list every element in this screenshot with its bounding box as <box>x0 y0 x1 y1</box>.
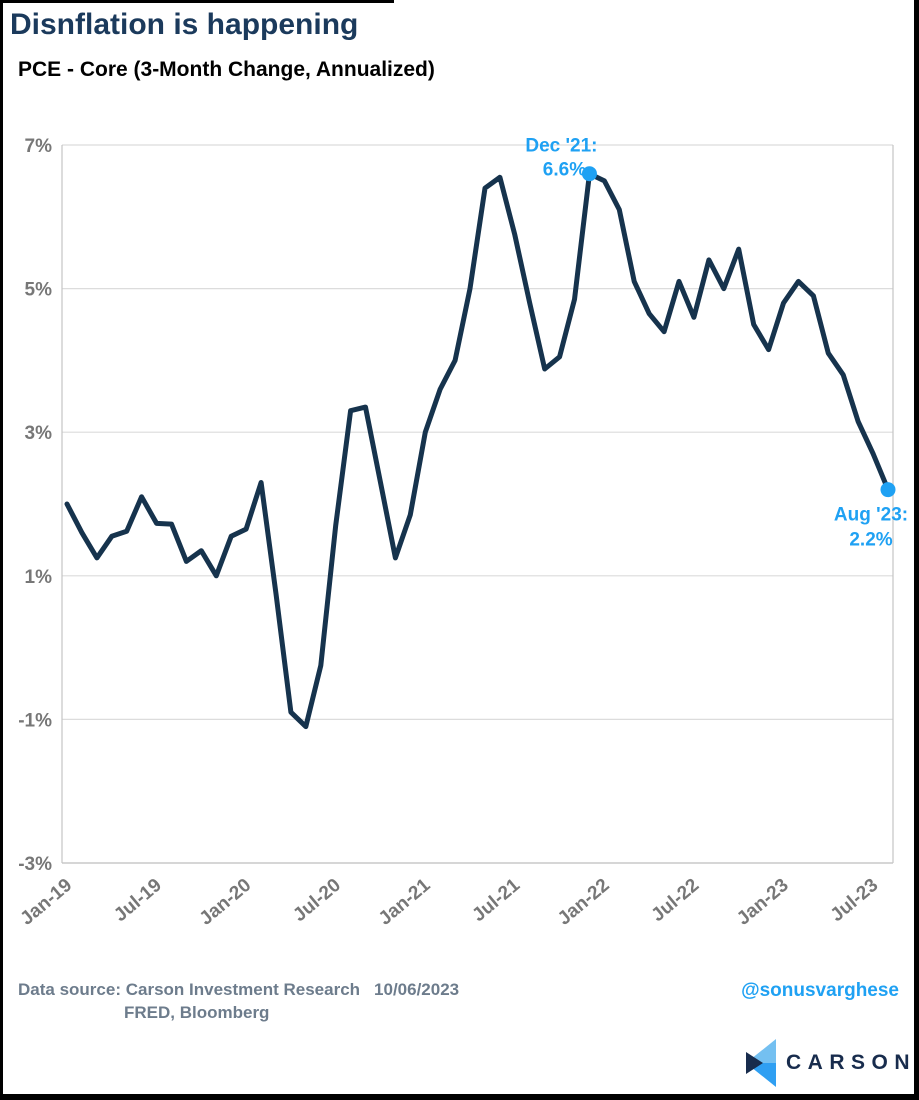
x-tick-label: Jul-21 <box>468 874 524 926</box>
carson-wordmark: CARSON <box>786 1051 917 1074</box>
y-tick-label: 5% <box>25 280 53 301</box>
frame-border-top <box>0 0 394 3</box>
x-tick-label: Jul-20 <box>289 875 345 926</box>
carson-logo-mark <box>746 1039 776 1087</box>
annotation-dot <box>880 482 896 498</box>
annotation-label: Dec '21: <box>525 136 597 157</box>
x-tick-label: Jan-21 <box>375 874 435 929</box>
chart-subtitle: PCE - Core (3-Month Change, Annualized) <box>18 58 435 81</box>
x-tick-label: Jul-22 <box>648 875 704 926</box>
x-tick-label: Jul-23 <box>827 875 883 926</box>
x-tick-label: Jan-19 <box>17 875 77 930</box>
annotation-value: 2.2% <box>849 530 892 551</box>
x-tick-label: Jan-20 <box>196 875 256 930</box>
y-axis-labels: 7% 5% 3% 1% -1% -3% <box>18 136 52 875</box>
annotation-label: Aug '23: <box>834 505 908 526</box>
annotation-dot <box>581 166 597 182</box>
annotation-dec21: Dec '21: 6.6% <box>525 136 598 182</box>
y-tick-label: 7% <box>25 136 53 157</box>
frame-border-bottom <box>0 1094 919 1100</box>
frame-border-right <box>914 0 919 1100</box>
data-source-label: Data source: <box>18 980 121 999</box>
x-tick-label: Jan-23 <box>733 875 793 930</box>
page-title: Disnflation is happening <box>10 8 359 41</box>
data-source-value: Carson Investment Research <box>125 980 361 999</box>
x-tick-label: Jan-22 <box>554 875 614 930</box>
y-tick-label: -1% <box>18 710 52 731</box>
data-source-line-2: FRED, Bloomberg <box>124 1003 270 1022</box>
y-tick-label: 3% <box>25 423 53 444</box>
line-series-pce-core <box>64 171 891 730</box>
social-handle: @sonusvarghese <box>741 980 899 1001</box>
y-tick-label: 1% <box>25 567 53 588</box>
carson-logo <box>746 1039 776 1087</box>
annotation-aug23: Aug '23: 2.2% <box>834 482 908 551</box>
frame-border-left <box>0 0 3 1100</box>
logo-triangle-dark <box>746 1052 763 1074</box>
data-source-line: Data source: Carson Investment Research 1… <box>18 980 459 1000</box>
chart-date: 10/06/2023 <box>374 980 460 999</box>
pce-core-line-chart: 7%5%3%1%-1%-3%Jan-19 Jul-19 Jan-20 Jul-20 Ja… <box>17 136 909 930</box>
plot-border <box>61 145 894 864</box>
annotation-value: 6.6% <box>543 160 586 181</box>
y-tick-label: -3% <box>18 854 52 875</box>
x-tick-label: Jul-19 <box>110 875 166 926</box>
x-axis-labels: Jan-19 Jul-19 Jan-20 Jul-20 Jan-21 Jul-21 Jan-… <box>17 874 883 929</box>
